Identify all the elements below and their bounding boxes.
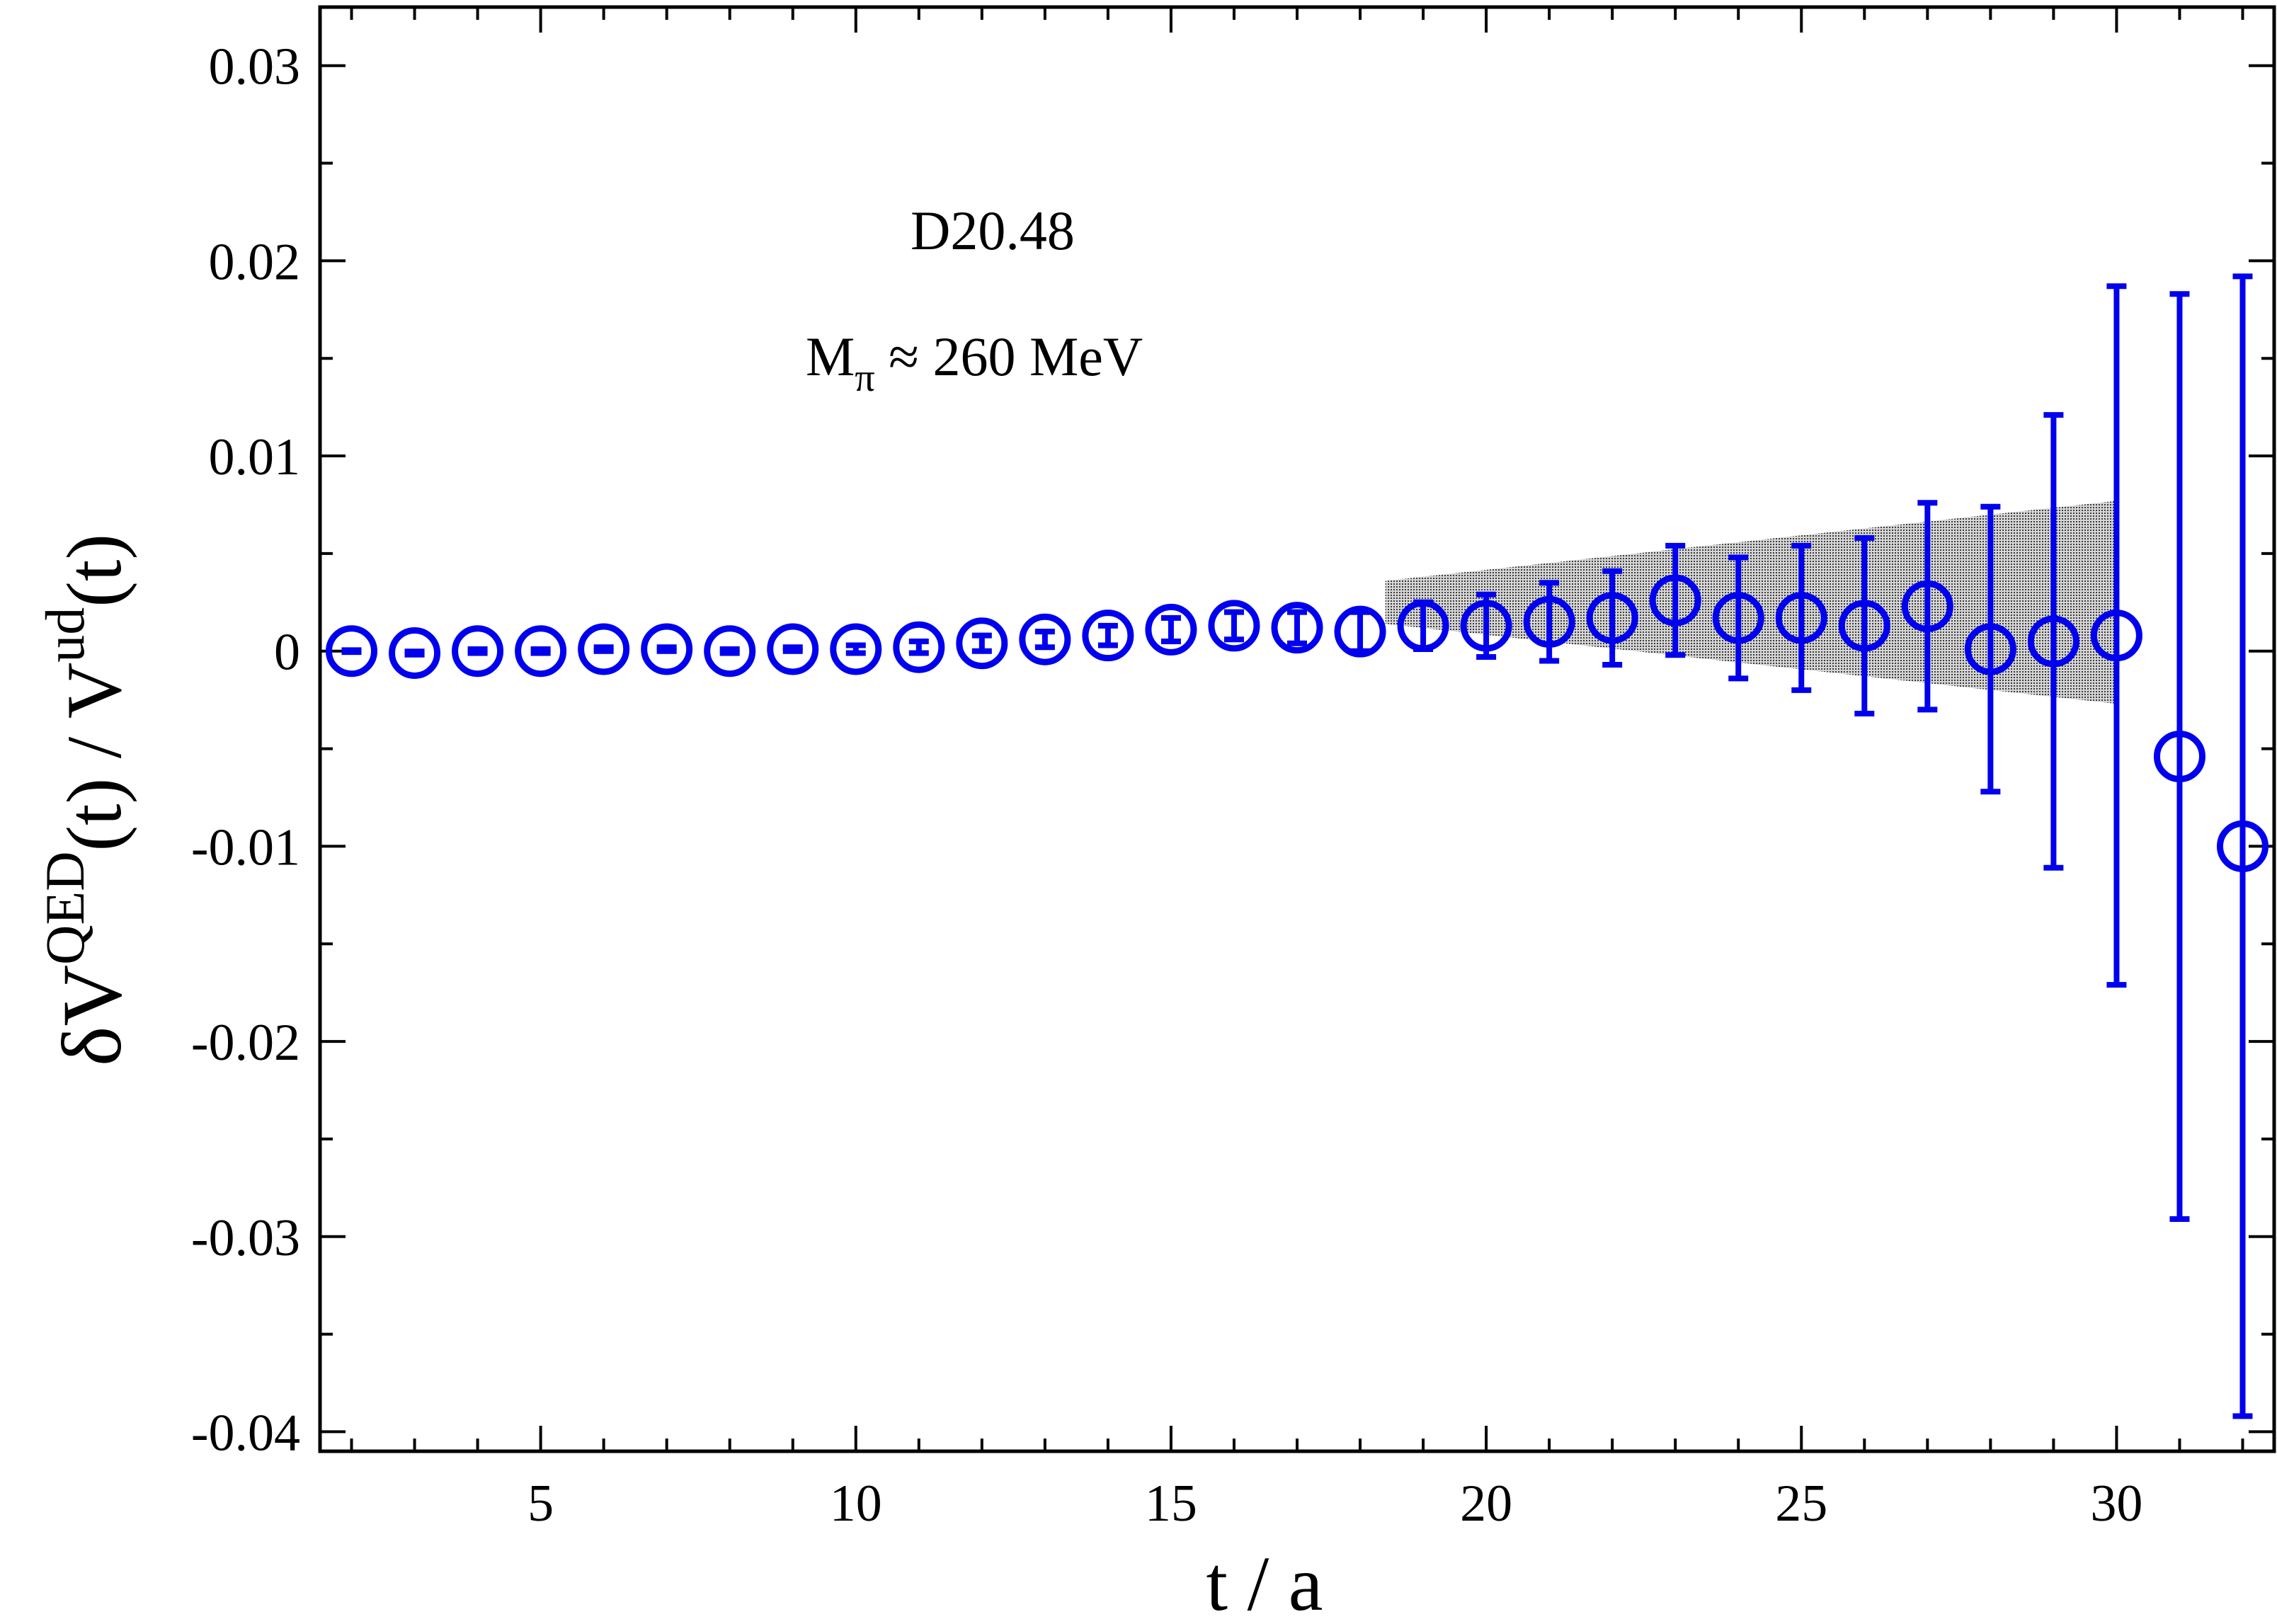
data-point <box>1208 600 1260 652</box>
data-marker <box>1523 595 1575 648</box>
data-marker <box>1334 605 1386 658</box>
data-point <box>893 621 945 673</box>
data-marker <box>956 617 1008 670</box>
data-marker <box>1901 580 1953 632</box>
y-tick-label: 0.01 <box>209 428 301 486</box>
annotation-pion-mass-sub: π <box>855 356 874 400</box>
data-marker <box>2027 615 2079 668</box>
data-point <box>1271 602 1323 654</box>
data-point <box>326 625 378 677</box>
annotation-pion-mass: Mπ ≈ 260 MeV <box>806 326 1143 400</box>
data-point <box>1523 580 1575 664</box>
data-point <box>1082 610 1134 662</box>
data-marker <box>515 625 567 677</box>
x-tick-label: 20 <box>1460 1475 1512 1533</box>
data-marker <box>452 625 504 677</box>
data-marker <box>767 623 819 675</box>
data-marker <box>830 623 882 675</box>
x-tick-label: 5 <box>527 1475 554 1533</box>
data-marker <box>893 621 945 673</box>
data-marker <box>1271 602 1323 654</box>
plot-frame <box>318 5 2276 1453</box>
data-marker <box>1145 603 1197 656</box>
x-tick-label: 30 <box>2090 1475 2142 1533</box>
y-title-part-sup2: ud <box>34 607 96 663</box>
data-marker <box>2216 820 2269 872</box>
data-point <box>515 625 567 677</box>
data-point <box>767 623 819 675</box>
data-marker <box>389 627 441 679</box>
data-marker <box>1460 600 1512 652</box>
axis-ticks-layer: 5 10 15 20 25 30 -0.04 -0.03 -0.02 -0.01 0 0.01 0.02… <box>191 7 2274 1533</box>
data-point <box>1334 605 1386 658</box>
data-point <box>1901 500 1953 713</box>
data-marker <box>1397 600 1449 652</box>
x-axis-title: t / a <box>1206 1540 1323 1624</box>
data-point <box>1145 603 1197 656</box>
data-point <box>1649 542 1701 658</box>
data-series-layer <box>326 273 2269 1419</box>
y-tick-label: -0.02 <box>191 1014 300 1072</box>
data-marker <box>1082 610 1134 662</box>
data-point <box>389 627 441 679</box>
data-marker <box>1649 574 1701 627</box>
x-tick-label: 15 <box>1145 1475 1197 1533</box>
annotation-ensemble: D20.48 <box>911 200 1075 261</box>
data-point <box>830 623 882 675</box>
y-title-part-main: δV <box>45 965 139 1066</box>
y-axis-title: δVQED(t) / Vud(t) <box>34 534 139 1066</box>
data-point <box>704 625 756 677</box>
y-title-part-mid: (t) / V <box>51 663 137 852</box>
data-point <box>1460 591 1512 660</box>
data-point <box>1964 503 2016 795</box>
data-marker <box>326 625 378 677</box>
data-point <box>1712 554 1764 682</box>
data-point <box>1838 534 1890 716</box>
y-title-part-end: (t) <box>51 534 137 607</box>
data-marker <box>641 623 693 675</box>
data-point <box>956 617 1008 670</box>
data-point <box>1019 613 1071 665</box>
data-marker <box>1775 592 1827 644</box>
data-marker <box>1019 613 1071 665</box>
data-point <box>1775 542 1827 693</box>
x-tick-label: 10 <box>830 1475 882 1533</box>
y-tick-label: -0.04 <box>191 1404 300 1462</box>
plot-frame-layer <box>318 5 2276 1453</box>
data-marker <box>1208 600 1260 652</box>
y-tick-label: -0.01 <box>191 818 300 876</box>
y-tick-label: 0.03 <box>209 38 301 96</box>
y-tick-label: -0.03 <box>191 1209 300 1267</box>
data-point <box>452 625 504 677</box>
data-marker <box>704 625 756 677</box>
data-point <box>2216 273 2269 1419</box>
data-point <box>578 623 630 675</box>
annotation-pion-mass-rest: ≈ 260 MeV <box>875 326 1143 387</box>
data-marker <box>1838 600 1890 652</box>
data-marker <box>1586 592 1638 644</box>
data-point <box>2090 283 2142 988</box>
data-marker <box>1964 623 2016 675</box>
data-point <box>1397 599 1449 652</box>
data-marker <box>2153 731 2205 783</box>
y-tick-label: 0 <box>274 624 300 682</box>
data-marker <box>578 623 630 675</box>
data-marker <box>1712 592 1764 644</box>
x-tick-label: 25 <box>1775 1475 1827 1533</box>
data-point <box>1586 568 1638 668</box>
annotation-pion-mass-main: M <box>806 326 855 387</box>
data-point <box>2153 291 2205 1222</box>
data-point <box>2027 412 2079 871</box>
data-point <box>641 623 693 675</box>
y-tick-label: 0.02 <box>209 233 301 291</box>
data-marker <box>2090 610 2142 662</box>
y-title-part-sup1: QED <box>34 852 96 965</box>
